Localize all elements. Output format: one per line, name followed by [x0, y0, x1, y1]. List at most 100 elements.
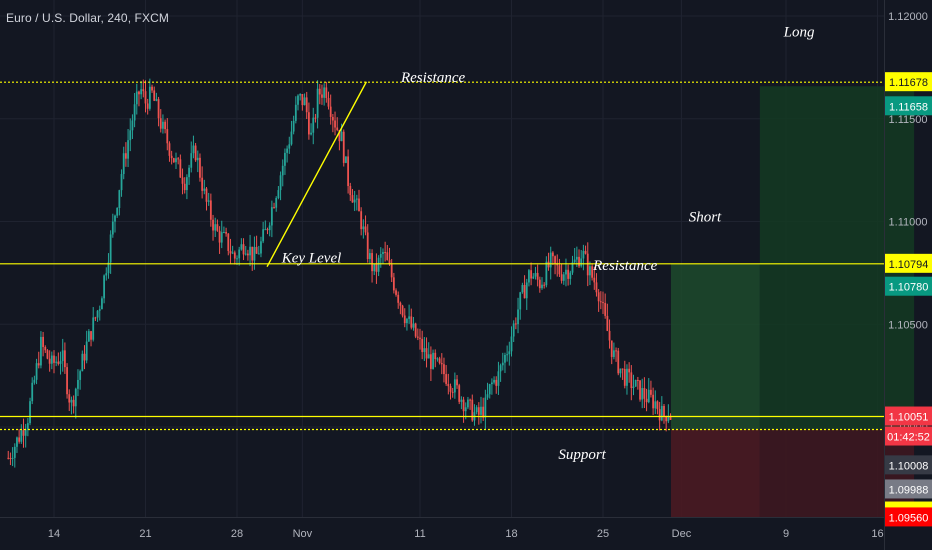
candle-body — [199, 157, 201, 178]
candle-body — [305, 97, 308, 113]
candle-body — [314, 117, 317, 119]
candle-body — [571, 262, 574, 273]
candle-body — [190, 153, 193, 168]
candle-body — [262, 229, 265, 242]
candle-body — [436, 358, 439, 360]
symbol-title: Euro / U.S. Dollar, 240, FXCM — [6, 11, 169, 25]
candle-body — [207, 200, 210, 202]
candle-body — [606, 315, 609, 331]
candle-body — [31, 382, 34, 402]
candle-body — [40, 336, 42, 366]
candle-body — [425, 348, 428, 359]
candle-body — [669, 415, 672, 420]
candle-body — [233, 252, 236, 259]
candle-body — [467, 399, 469, 408]
candle-body — [236, 258, 238, 260]
candle-body — [595, 282, 598, 293]
candle-body — [44, 346, 47, 351]
trendline[interactable] — [266, 81, 368, 268]
candle-body — [626, 368, 628, 386]
candle-body — [429, 354, 432, 369]
candle-body — [292, 120, 295, 132]
candle-body — [493, 379, 495, 383]
candle-body — [368, 253, 371, 259]
candle-body — [482, 406, 485, 418]
candle-body — [471, 399, 474, 421]
price-label-box — [885, 276, 932, 296]
price-axis-separator — [884, 0, 885, 550]
price-label-text: 1.10008 — [889, 460, 929, 472]
price-label-box — [885, 479, 932, 499]
candle-body — [434, 352, 437, 360]
short-position-profit-zone[interactable] — [670, 263, 760, 430]
candle-body — [214, 224, 217, 231]
candle-body — [275, 197, 278, 208]
candle-body — [194, 145, 197, 161]
candle-body — [419, 337, 421, 339]
candle-body — [541, 284, 543, 289]
price-tick-label: 1.12000 — [888, 11, 928, 23]
candle-body — [216, 224, 219, 231]
candle-body — [83, 353, 86, 361]
candle-body — [469, 399, 472, 401]
candle-body — [397, 294, 400, 303]
candle-body — [270, 207, 273, 226]
short-position-risk-zone[interactable] — [670, 429, 760, 518]
candle-body — [490, 382, 493, 385]
candle-body — [118, 190, 121, 208]
candle-body — [148, 86, 151, 109]
candle-body — [297, 95, 299, 105]
candle-body — [218, 230, 221, 243]
candle-body — [488, 384, 491, 395]
candle-body — [325, 87, 328, 99]
candle-body — [501, 362, 504, 366]
candle-body — [196, 157, 199, 161]
candle-body — [410, 316, 413, 328]
candle-body — [183, 183, 186, 191]
candle-body — [362, 226, 365, 230]
candle-body — [138, 91, 140, 95]
candle-body — [567, 269, 570, 279]
candle-body — [336, 127, 339, 131]
price-label-box — [885, 426, 932, 446]
candle-body — [534, 272, 537, 277]
candle-body — [227, 233, 230, 251]
candle-body — [120, 174, 123, 191]
price-label-text: 01:42:52 — [887, 432, 930, 444]
candle-body — [20, 430, 23, 442]
price-label-box — [885, 72, 932, 92]
candle-body — [401, 305, 404, 316]
candle-body — [101, 298, 103, 310]
candle-body — [79, 371, 82, 380]
candle-body — [351, 195, 354, 203]
candle-body — [13, 446, 16, 458]
candle-body — [497, 371, 500, 386]
candle-body — [37, 363, 40, 366]
time-tick-label: 14 — [48, 528, 60, 540]
candle-body — [66, 367, 68, 395]
candle-body — [77, 379, 79, 389]
candle-body — [382, 252, 384, 255]
candle-body — [29, 401, 31, 424]
candle-body — [133, 104, 136, 121]
candle-body — [201, 177, 204, 191]
price-label-text: 1.09560 — [889, 512, 929, 524]
candle-body — [92, 317, 95, 340]
candle-body — [18, 437, 21, 442]
candle-body — [504, 354, 506, 363]
candle-body — [578, 256, 580, 267]
candle-body — [209, 200, 212, 220]
candle-body — [9, 458, 12, 460]
candle-body — [612, 350, 615, 357]
candle-body — [288, 144, 291, 149]
candle-body — [447, 383, 450, 387]
candle-body — [536, 272, 539, 280]
candle-body — [220, 232, 223, 243]
candle-body — [528, 270, 530, 283]
candle-body — [462, 399, 465, 412]
candle-body — [70, 399, 73, 403]
candle-body — [260, 241, 262, 254]
candle-body — [639, 380, 641, 400]
